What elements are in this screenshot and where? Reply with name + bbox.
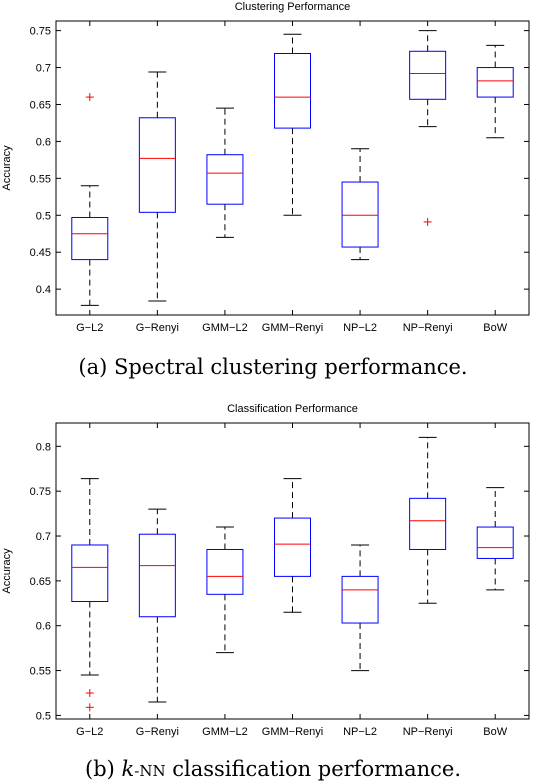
plot-frame (55, 422, 530, 720)
x-tick-label: G−L2 (76, 322, 103, 334)
iqr-box (274, 53, 311, 129)
chart-title: Clustering Performance (235, 1, 351, 13)
iqr-box (71, 544, 109, 602)
y-tick-label: 0.5 (36, 210, 51, 222)
x-tick-label: NP−L2 (343, 322, 377, 334)
iqr-box (341, 575, 379, 624)
box-GMM−Renyi (274, 33, 311, 216)
iqr-box (138, 117, 176, 213)
iqr-box (138, 533, 176, 618)
box-BoW (476, 44, 514, 139)
box-G−Renyi (138, 71, 176, 302)
iqr-box (274, 517, 311, 577)
figure-caption: (a) Spectral clustering performance. (78, 355, 467, 379)
box-G−Renyi (138, 508, 176, 703)
x-tick-label: G−L2 (76, 726, 103, 738)
y-tick-label: 0.6 (36, 621, 51, 633)
iqr-box (206, 548, 244, 595)
y-tick-label: 0.6 (36, 136, 51, 148)
box-BoW (476, 487, 514, 591)
classification-panel: Classification Performance Accuracy (b) … (1, 403, 530, 781)
y-tick-label: 0.75 (30, 486, 51, 498)
box-GMM−L2 (206, 107, 244, 238)
box-NP−Renyi (409, 30, 447, 226)
x-tick-label: GMM−L2 (202, 322, 248, 334)
plot-frame (55, 20, 530, 316)
iqr-box (476, 67, 514, 98)
iqr-box (409, 50, 447, 100)
box-GMM−Renyi (274, 478, 311, 613)
outlier-marker (85, 688, 94, 697)
x-tick-label: BoW (483, 726, 507, 738)
box-GMM−L2 (206, 526, 244, 654)
iqr-box (341, 181, 379, 248)
x-tick-label: NP−Renyi (403, 726, 453, 738)
x-tick-label: GMM−L2 (202, 726, 248, 738)
x-tick-label: NP−Renyi (403, 322, 453, 334)
y-axis-label: Accuracy (1, 145, 13, 191)
iqr-box (476, 526, 514, 559)
y-tick-label: 0.65 (30, 576, 51, 588)
outlier-marker (85, 93, 94, 102)
y-axis-label: Accuracy (1, 548, 13, 594)
box-NP−L2 (341, 148, 379, 261)
outlier-marker (423, 217, 432, 226)
y-tick-label: 0.7 (36, 531, 51, 543)
y-tick-label: 0.5 (36, 710, 51, 722)
y-tick-label: 0.4 (36, 284, 51, 296)
y-tick-label: 0.45 (30, 247, 51, 259)
y-tick-label: 0.55 (30, 173, 51, 185)
chart-title: Classification Performance (227, 403, 358, 415)
clustering-panel: Clustering Performance Accuracy (a) Spec… (1, 1, 530, 379)
box-NP−L2 (341, 544, 379, 672)
box-NP−Renyi (409, 436, 447, 604)
x-tick-label: GMM−Renyi (262, 726, 323, 738)
x-tick-label: NP−L2 (343, 726, 377, 738)
y-tick-label: 0.75 (30, 26, 51, 38)
x-tick-label: BoW (483, 322, 507, 334)
y-tick-label: 0.7 (36, 63, 51, 75)
y-tick-label: 0.8 (36, 441, 51, 453)
iqr-box (206, 154, 244, 205)
box-G−L2 (71, 478, 109, 712)
iqr-box (71, 216, 109, 261)
outlier-marker (85, 703, 94, 712)
y-tick-label: 0.55 (30, 666, 51, 678)
x-tick-label: G−Renyi (136, 726, 179, 738)
x-tick-label: G−Renyi (136, 322, 179, 334)
box-G−L2 (71, 93, 109, 306)
iqr-box (409, 497, 447, 550)
y-tick-label: 0.65 (30, 99, 51, 111)
x-tick-label: GMM−Renyi (262, 322, 323, 334)
figure-caption: (b) k-NN classification performance. (85, 757, 461, 781)
